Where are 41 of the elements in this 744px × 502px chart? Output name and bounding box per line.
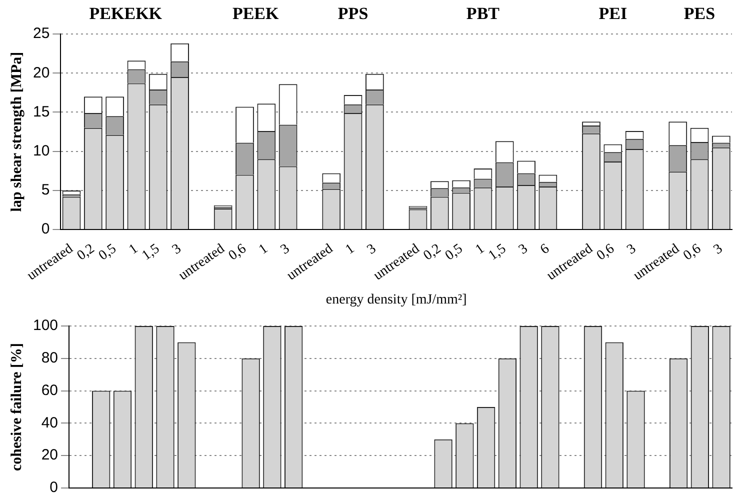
x-tick-label: 1	[256, 241, 271, 258]
text: PEKEKK	[89, 4, 163, 23]
y-tick-label: 10	[32, 142, 50, 160]
x-tick-label: 0,5	[96, 241, 120, 264]
y-tick-label: 0	[41, 220, 50, 238]
text: PBT	[466, 4, 500, 23]
y-tick-label: 80	[41, 350, 58, 367]
x-tick-label: 3	[624, 241, 639, 258]
x-tick-label: 3	[278, 241, 292, 258]
x-tick-label: 1	[473, 241, 488, 258]
y-tick-label: 25	[32, 25, 50, 42]
y-tick-label: 20	[32, 64, 50, 82]
y-tick-label: 20	[41, 446, 58, 464]
y-tick-label: 15	[32, 103, 50, 120]
x-tick-label: 0,6	[680, 241, 704, 264]
x-tick-label: 3	[170, 241, 184, 258]
y-tick-label: 60	[41, 382, 58, 399]
text: PES	[684, 4, 716, 23]
x-tick-label: 0,5	[442, 241, 466, 264]
text: PEEK	[232, 4, 280, 23]
x-tick-label: 1,5	[140, 241, 163, 264]
x-tick-label: 6	[538, 241, 552, 258]
y-tick-label: 0	[50, 479, 58, 496]
x-tick-label: 0,6	[594, 241, 618, 264]
x-tick-label: 1	[343, 241, 358, 258]
x-axis-title: energy density [mJ/mm²]	[326, 292, 467, 308]
y-tick-label: 100	[32, 317, 58, 334]
x-tick-label: 0,6	[226, 241, 250, 264]
x-tick-label: 1,5	[486, 241, 510, 264]
x-tick-label: 0,2	[421, 241, 444, 264]
x-tick-label: 3	[364, 241, 380, 258]
y-tick-label: 5	[41, 182, 50, 199]
x-tick-label: 3	[516, 241, 531, 258]
y-axis-title: cohesive failure [%]	[8, 342, 25, 472]
y-axis-title: lap shear strength [MPa]	[8, 52, 25, 212]
x-tick-label: 0,2	[74, 241, 98, 264]
text: PPS	[338, 4, 368, 23]
y-tick-label: 40	[41, 414, 58, 432]
text: PEI	[598, 4, 628, 23]
x-tick-label: 3	[711, 241, 726, 258]
x-tick-label: 1	[126, 241, 141, 258]
